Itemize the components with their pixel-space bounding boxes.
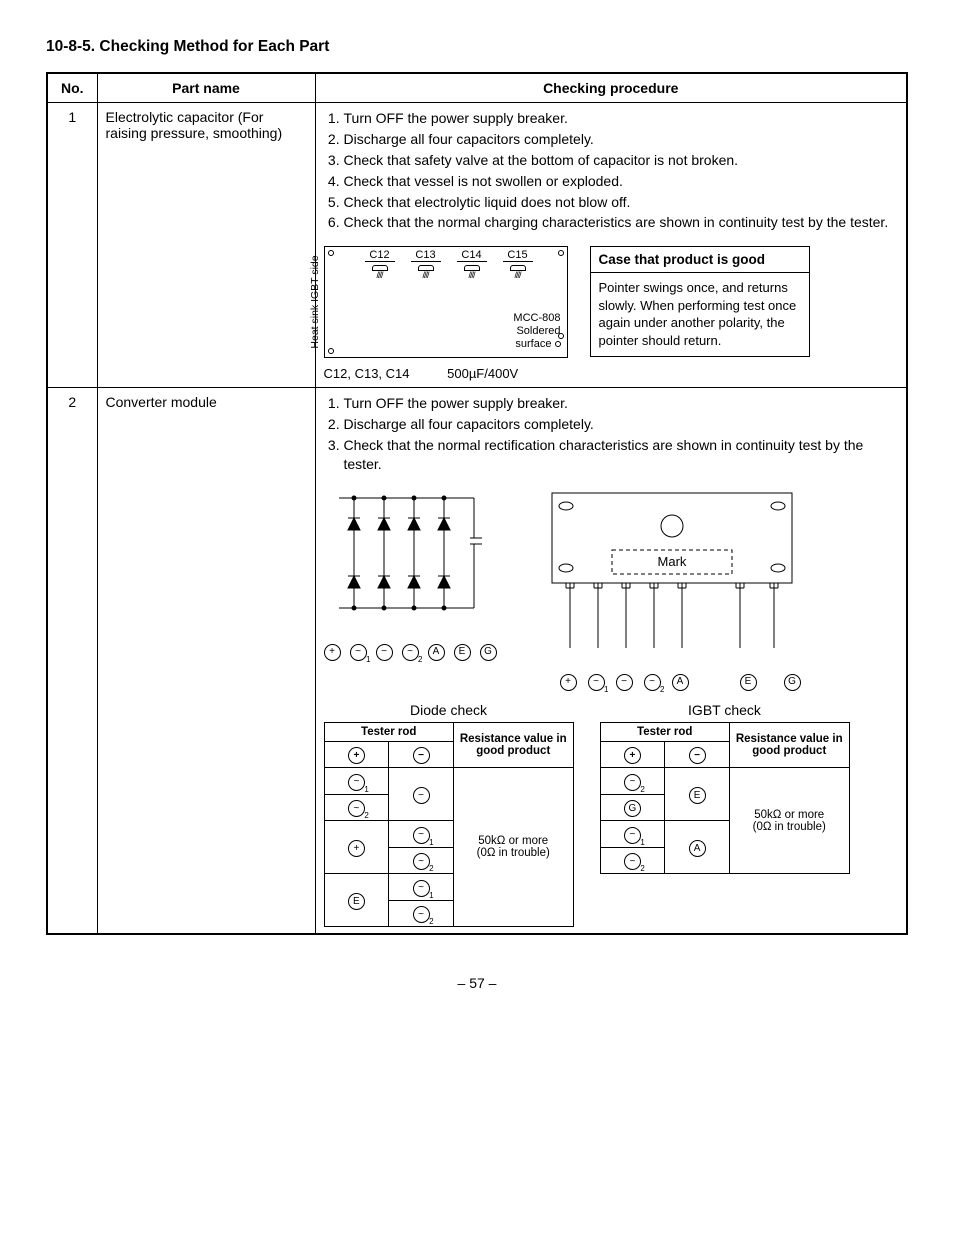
pin-icon: ~ (624, 853, 641, 870)
col-header-no: No. (47, 73, 97, 103)
resistance-header: Resistance value in good product (729, 722, 849, 768)
igbt-package-diagram: Mark (542, 488, 802, 688)
diode-check-table: Tester rod Resistance value in good prod… (324, 722, 574, 928)
step: Discharge all four capacitors completely… (344, 130, 899, 149)
pin-icon: − (616, 674, 633, 691)
pin-icon: A (672, 674, 689, 691)
table-row: 2 Converter module Turn OFF the power su… (47, 388, 907, 935)
pin-icon: ~ (348, 774, 365, 791)
row1-no: 1 (47, 103, 97, 388)
pin-icon: E (689, 787, 706, 804)
capacitor-icon: //// (503, 265, 533, 291)
col-header-proc: Checking procedure (315, 73, 907, 103)
pin-icon: A (689, 840, 706, 857)
resistance-value: 50kΩ or more (0Ω in trouble) (453, 768, 573, 927)
step: Check that the normal rectification char… (344, 436, 899, 474)
cap-label: C15 (503, 249, 533, 262)
row2-steps: Turn OFF the power supply breaker. Disch… (324, 394, 899, 474)
step: Check that electrolytic liquid does not … (344, 193, 899, 212)
step: Turn OFF the power supply breaker. (344, 394, 899, 413)
pin-icon: ~ (644, 674, 661, 691)
table-row: 1 Electrolytic capacitor (For raising pr… (47, 103, 907, 388)
pin-icon: G (784, 674, 801, 691)
good-case-title: Case that product is good (591, 247, 809, 273)
tester-rod-header: Tester rod (600, 722, 729, 741)
minus-icon: − (413, 747, 430, 764)
row1-part: Electrolytic capacitor (For raising pres… (97, 103, 315, 388)
pin-icon: ~ (348, 800, 365, 817)
good-case-body: Pointer swings once, and returns slowly.… (591, 273, 809, 355)
tester-rod-header: Tester rod (324, 722, 453, 741)
row1-steps: Turn OFF the power supply breaker. Disch… (324, 109, 899, 232)
resistance-value: 50kΩ or more (0Ω in trouble) (729, 768, 849, 874)
pin-icon: + (560, 674, 577, 691)
pin-icon: A (428, 644, 445, 661)
resistance-header: Resistance value in good product (453, 722, 573, 768)
pin-icon: + (324, 644, 341, 661)
pin-icon: ~ (413, 880, 430, 897)
checking-table: No. Part name Checking procedure 1 Elect… (46, 72, 908, 935)
diode-schematic: + ~ − ~ A E G (324, 488, 514, 648)
mcc-label: MCC-808 Soldered surface (513, 312, 560, 352)
igbt-check-block: IGBT check Tester rod Resistance value i… (600, 702, 850, 928)
pin-icon: ~ (402, 644, 419, 661)
pin-icon: ~ (413, 827, 430, 844)
diode-check-title: Diode check (324, 702, 574, 718)
good-case-box: Case that product is good Pointer swings… (590, 246, 810, 356)
pin-icon: − (413, 787, 430, 804)
cap-label: C13 (411, 249, 441, 262)
row2-no: 2 (47, 388, 97, 935)
pin-icon: G (480, 644, 497, 661)
pin-icon: + (348, 840, 365, 857)
pin-icon: G (624, 800, 641, 817)
mark-label: Mark (657, 554, 686, 569)
capacitor-diagram: Heat sink IGBT side C12 C13 C14 C15 ////… (324, 246, 568, 358)
pin-icon: ~ (413, 853, 430, 870)
pin-icon: − (376, 644, 393, 661)
capacitor-icon: //// (365, 265, 395, 291)
pin-icon: E (454, 644, 471, 661)
diode-check-block: Diode check Tester rod Resistance value … (324, 702, 574, 928)
col-header-part: Part name (97, 73, 315, 103)
step: Check that safety valve at the bottom of… (344, 151, 899, 170)
cap-label: C14 (457, 249, 487, 262)
pin-icon: ~ (588, 674, 605, 691)
section-heading: 10-8-5. Checking Method for Each Part (46, 38, 908, 56)
capacitor-icon: //// (457, 265, 487, 291)
page-number: – 57 – (46, 975, 908, 991)
igbt-check-title: IGBT check (600, 702, 850, 718)
row2-proc: Turn OFF the power supply breaker. Disch… (315, 388, 907, 935)
igbt-check-table: Tester rod Resistance value in good prod… (600, 722, 850, 875)
step: Check that vessel is not swollen or expl… (344, 172, 899, 191)
pin-icon: E (348, 893, 365, 910)
row1-proc: Turn OFF the power supply breaker. Disch… (315, 103, 907, 388)
cap-spec-note: C12, C13, C14 500µF/400V (324, 366, 568, 381)
pin-icon: E (740, 674, 757, 691)
minus-icon: − (689, 747, 706, 764)
row2-part: Converter module (97, 388, 315, 935)
diode-pin-row: + ~ − ~ A E G (324, 644, 514, 661)
step: Discharge all four capacitors completely… (344, 415, 899, 434)
heatsink-label: Heat sink IGBT side (309, 256, 321, 349)
step: Check that the normal charging character… (344, 213, 899, 232)
step: Turn OFF the power supply breaker. (344, 109, 899, 128)
capacitor-icon: //// (411, 265, 441, 291)
plus-icon: + (624, 747, 641, 764)
cap-label: C12 (365, 249, 395, 262)
pin-icon: ~ (413, 906, 430, 923)
igbt-pin-row: + ~ − ~ A E G (560, 674, 802, 691)
pin-icon: ~ (624, 827, 641, 844)
pin-icon: ~ (624, 774, 641, 791)
pin-icon: ~ (350, 644, 367, 661)
plus-icon: + (348, 747, 365, 764)
